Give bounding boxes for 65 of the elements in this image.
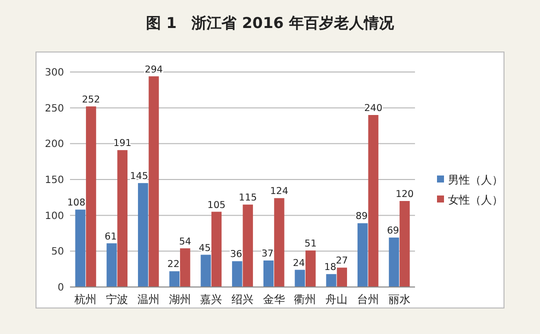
data-label: 27 — [336, 256, 348, 267]
bar — [294, 270, 305, 287]
data-label: 105 — [207, 200, 226, 211]
bar — [388, 238, 400, 287]
data-label: 294 — [144, 64, 163, 76]
data-label: 24 — [292, 258, 305, 269]
x-tick-label: 绍兴 — [232, 293, 254, 306]
y-tick-label: 300 — [44, 68, 64, 78]
y-tick-label: 0 — [58, 282, 64, 294]
data-label: 240 — [364, 103, 382, 114]
x-tick-label: 杭州 — [74, 293, 97, 306]
y-tick-label: 250 — [44, 103, 64, 114]
x-tick-label: 衢州 — [294, 293, 316, 306]
data-label: 45 — [198, 242, 211, 254]
bar — [180, 248, 190, 287]
x-tick-label: 宁波 — [106, 293, 128, 306]
bar — [211, 212, 222, 287]
bar — [169, 271, 180, 287]
bar — [106, 243, 117, 287]
data-label: 252 — [82, 94, 100, 106]
data-label: 22 — [167, 259, 180, 270]
legend-label: 男性（人） — [448, 173, 503, 186]
y-tick-label: 50 — [51, 246, 64, 258]
y-tick-label: 150 — [44, 175, 64, 186]
x-tick-label: 台州 — [356, 293, 379, 306]
x-tick-label: 丽水 — [388, 293, 410, 306]
x-tick-label: 金华 — [262, 293, 285, 306]
bar — [117, 150, 128, 287]
bar — [263, 260, 274, 287]
bar — [368, 115, 378, 287]
data-label: 54 — [179, 236, 192, 248]
data-label: 51 — [304, 238, 317, 250]
bar — [400, 201, 410, 287]
y-tick-label: 200 — [44, 139, 64, 150]
x-tick-label: 舟山 — [326, 293, 348, 306]
data-label: 69 — [386, 226, 400, 237]
x-tick-label: 温州 — [137, 293, 160, 306]
data-label: 18 — [324, 262, 336, 274]
data-label: 36 — [230, 249, 242, 260]
bar — [232, 261, 242, 287]
y-tick-label: 100 — [44, 210, 64, 222]
data-label: 108 — [67, 198, 86, 209]
data-label: 37 — [262, 248, 274, 260]
bar — [200, 254, 211, 287]
legend-label: 女性（人） — [448, 193, 503, 206]
x-tick-label: 湖州 — [168, 293, 191, 306]
x-tick-label: 嘉兴 — [200, 293, 222, 306]
bar — [75, 210, 86, 287]
bar — [86, 106, 96, 287]
bar — [274, 198, 284, 287]
data-label: 115 — [238, 192, 257, 204]
bar — [305, 250, 316, 287]
data-label: 61 — [104, 231, 117, 242]
bar — [148, 76, 159, 287]
bar — [242, 204, 253, 287]
bar — [336, 268, 348, 287]
data-label: 145 — [130, 171, 148, 182]
chart-title: 图 1 浙江省 2016 年百岁老人情况 — [146, 14, 395, 32]
data-label: 191 — [113, 138, 132, 150]
data-label: 120 — [396, 189, 414, 200]
bar — [326, 274, 336, 287]
data-label: 124 — [270, 186, 288, 198]
bar — [358, 223, 368, 287]
bar — [138, 183, 148, 287]
data-label: 89 — [356, 211, 368, 222]
